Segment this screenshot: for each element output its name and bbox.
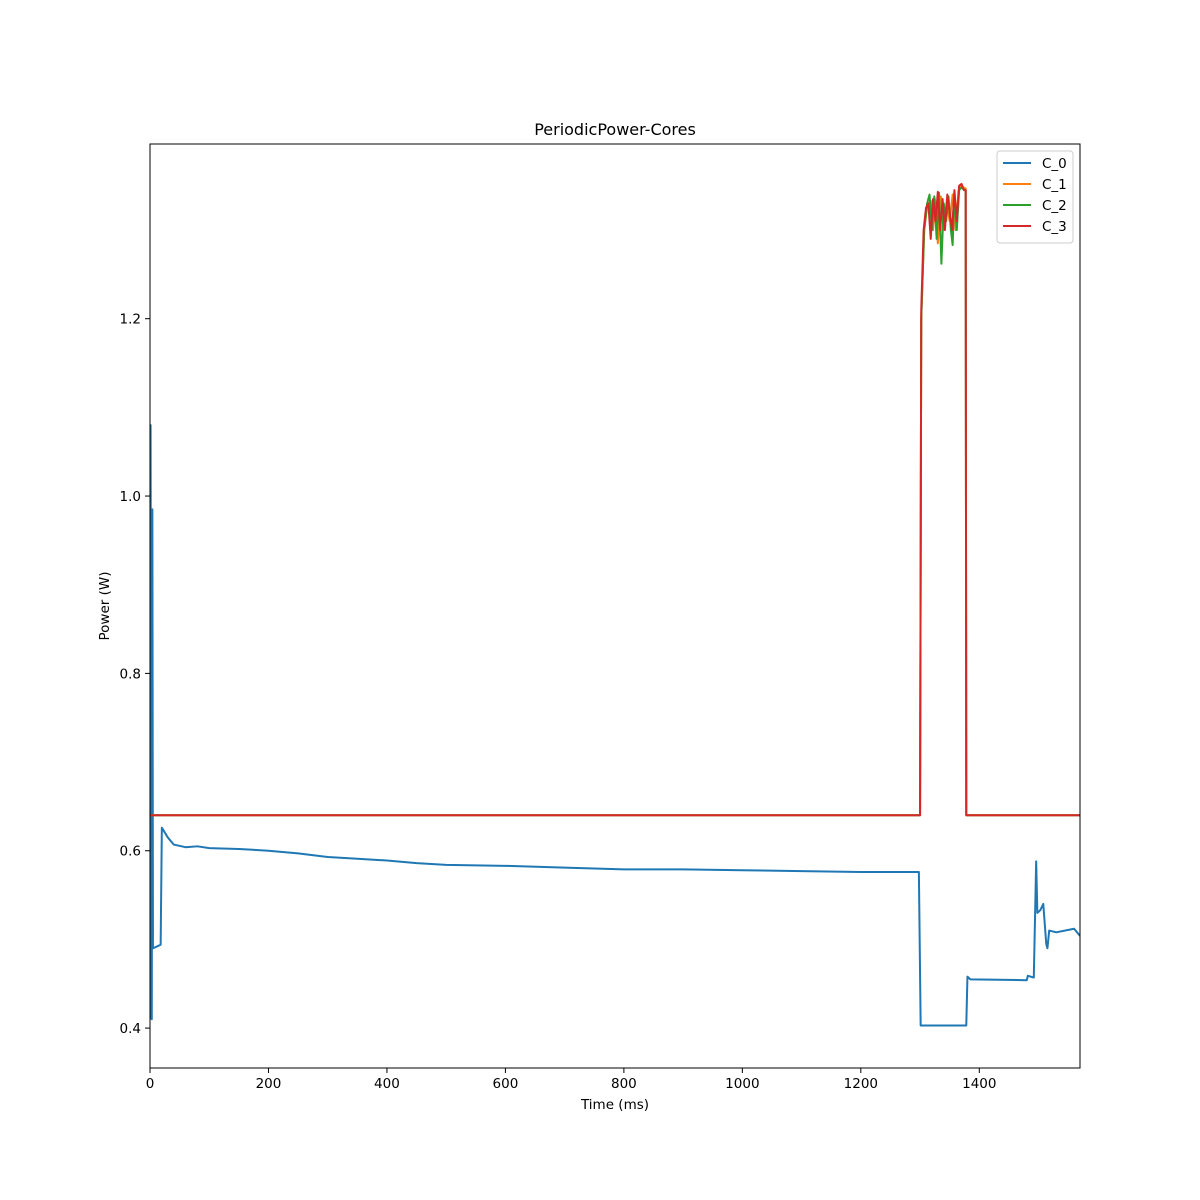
y-tick-label: 0.8 [120,666,141,682]
plot-lines [150,182,1080,1027]
y-tick-label: 1.2 [120,312,141,328]
x-tick-label: 600 [493,1076,519,1092]
y-tick-label: 1.0 [120,489,141,505]
series-line-c-3 [150,182,1080,817]
y-tick-label: 0.6 [120,844,141,860]
legend: C_0 C_1 C_2 C_3 [996,150,1074,244]
x-tick-label: 200 [256,1076,282,1092]
legend-label: C_2 [1042,198,1067,214]
y-axis-ticks: 0.4 0.6 0.8 1.0 1.2 [120,312,150,1037]
x-axis-label: Time (ms) [580,1097,649,1113]
x-tick-label: 1400 [962,1076,996,1092]
y-axis-label: Power (W) [97,572,113,641]
series-line-c-2 [150,186,1080,817]
plot-frame [149,143,1081,1069]
x-axis-ticks: 0 200 400 600 800 1000 1200 1400 [146,1068,996,1092]
x-tick-label: 1200 [844,1076,878,1092]
chart-title: PeriodicPower-Cores [534,120,696,139]
x-tick-label: 1000 [725,1076,759,1092]
legend-label: C_3 [1042,219,1067,235]
y-tick-label: 0.4 [120,1021,141,1037]
x-tick-label: 0 [146,1076,155,1092]
x-tick-label: 400 [374,1076,400,1092]
series-line-c-1 [150,184,1080,817]
legend-box [996,150,1074,244]
series-line-c-0 [150,424,1080,1027]
legend-label: C_1 [1042,177,1067,193]
x-tick-label: 800 [611,1076,637,1092]
legend-label: C_0 [1042,156,1067,172]
